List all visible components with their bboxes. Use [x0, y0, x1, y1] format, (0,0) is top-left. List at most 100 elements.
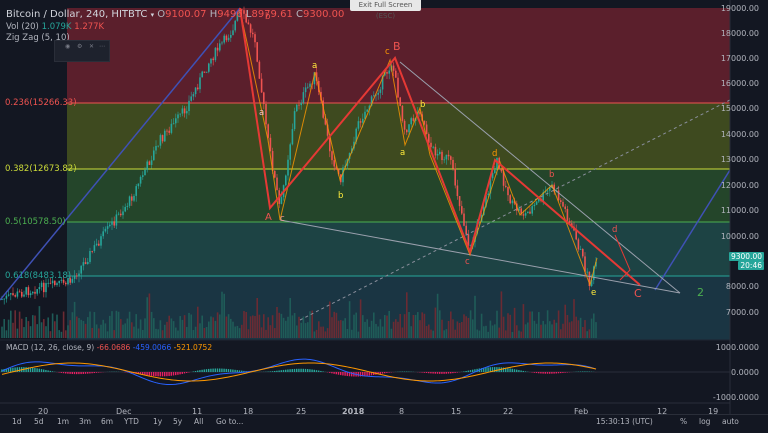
symbol-header[interactable]: Bitcoin / Dollar, 240, HITBTC ▾ O9100.07… — [6, 9, 344, 20]
macd-histogram-bar — [454, 372, 455, 373]
volume-bar — [375, 324, 377, 338]
candle-body — [226, 36, 228, 41]
volume-bar — [595, 322, 597, 338]
volume-bar — [333, 312, 335, 338]
candle-body — [252, 33, 254, 34]
volume-bar — [45, 326, 47, 338]
chevron-down-icon[interactable]: ▾ — [151, 11, 155, 19]
macd-histogram-bar — [274, 371, 275, 372]
macd-histogram-bar — [52, 371, 53, 372]
timeframe-5d[interactable]: 5d — [34, 417, 44, 426]
volume-bar — [536, 324, 538, 338]
wave-label-a1: a — [312, 61, 317, 71]
indicator-settings-toolbar[interactable]: ◉ ⚙ ✕ ⋯ — [54, 40, 110, 62]
volume-bar — [230, 319, 232, 338]
volume-bar — [122, 325, 124, 338]
volume-bar — [575, 317, 577, 338]
timeframe-3m[interactable]: 3m — [79, 417, 91, 426]
candle-body — [204, 72, 206, 73]
percent-scale-toggle[interactable]: % — [680, 417, 687, 426]
volume-bar — [386, 316, 388, 338]
volume-bar — [457, 321, 459, 338]
volume-indicator-legend[interactable]: Vol (20) 1.079K 1.277K — [6, 22, 104, 32]
volume-bar — [47, 317, 49, 338]
candle-body — [177, 114, 179, 118]
macd-histogram-bar — [179, 372, 180, 374]
candle-body — [155, 146, 157, 151]
volume-bar — [459, 323, 461, 338]
volume-bar — [91, 328, 93, 338]
candle-body — [360, 121, 362, 122]
volume-bar — [254, 316, 256, 338]
volume-bar — [208, 322, 210, 338]
volume-bar — [25, 317, 27, 338]
timeframe-5y[interactable]: 5y — [173, 417, 182, 426]
candle-body — [120, 214, 122, 215]
volume-bar — [362, 315, 364, 338]
macd-tick: 1000.0000 — [716, 343, 759, 352]
close-icon[interactable]: ✕ — [89, 43, 94, 50]
candle-body — [105, 229, 107, 231]
volume-bar — [408, 312, 410, 338]
volume-bar — [65, 330, 67, 338]
volume-bar — [155, 329, 157, 338]
macd-histogram-bar — [63, 372, 64, 373]
timeframe-1y[interactable]: 1y — [153, 417, 162, 426]
timeframe-all[interactable]: All — [194, 417, 203, 426]
candle-body — [386, 72, 388, 74]
candle-body — [3, 299, 5, 300]
timeframe-1m[interactable]: 1m — [57, 417, 69, 426]
timeframe-1d[interactable]: 1d — [12, 417, 22, 426]
macd-legend[interactable]: MACD (12, 26, close, 9) -66.0686 -459.00… — [6, 343, 212, 352]
price-axis[interactable]: 19000.00 18000.00 17000.00 16000.00 1500… — [730, 0, 768, 432]
candle-body — [450, 156, 452, 160]
symbol-title[interactable]: Bitcoin / Dollar, 240, HITBTC — [6, 9, 147, 20]
volume-bar — [589, 329, 591, 338]
volume-bar — [149, 293, 151, 338]
macd-histogram-bar — [281, 370, 282, 372]
candle-body — [188, 101, 190, 111]
macd-histogram-bar — [162, 372, 163, 376]
volume-bar — [127, 319, 129, 338]
macd-histogram-bar — [366, 372, 367, 376]
auto-scale-toggle[interactable]: auto — [722, 417, 739, 426]
macd-histogram-bar — [338, 372, 339, 375]
macd-histogram-bar — [58, 372, 59, 373]
macd-histogram-bar — [32, 368, 33, 372]
candle-body — [435, 147, 437, 156]
log-scale-toggle[interactable]: log — [699, 417, 710, 426]
timeframe-ytd[interactable]: YTD — [124, 417, 139, 426]
macd-histogram-bar — [47, 370, 48, 372]
volume-bar — [135, 314, 137, 338]
volume-bar — [204, 328, 206, 338]
volume-bar — [212, 317, 214, 338]
macd-hist-value: -66.0686 — [97, 343, 131, 352]
macd-histogram-bar — [441, 372, 442, 374]
volume-bar — [72, 312, 74, 338]
exit-fullscreen-button[interactable]: Exit Full Screen (ESC) — [350, 0, 421, 11]
macd-histogram-bar — [155, 372, 156, 376]
candle-body — [80, 266, 82, 274]
macd-histogram-bar — [184, 372, 185, 373]
candle-body — [256, 42, 258, 62]
macd-histogram-bar — [166, 372, 167, 376]
macd-signal-value: -521.0752 — [174, 343, 213, 352]
go-to-date-button[interactable]: Go to... — [216, 417, 243, 426]
macd-histogram-bar — [270, 371, 271, 372]
settings-icon[interactable]: ⚙ — [77, 43, 82, 50]
candle-body — [142, 175, 144, 177]
candle-body — [52, 281, 54, 284]
macd-histogram-bar — [311, 369, 312, 372]
volume-bar — [562, 324, 564, 338]
macd-histogram-bar — [80, 372, 81, 374]
macd-histogram-bar — [285, 370, 286, 372]
timeframe-6m[interactable]: 6m — [101, 417, 113, 426]
candle-body — [30, 293, 32, 295]
volume-bar — [351, 330, 353, 338]
candle-body — [413, 118, 415, 121]
more-icon[interactable]: ⋯ — [99, 43, 105, 50]
macd-histogram-bar — [514, 369, 515, 372]
candle-body — [131, 196, 133, 200]
eye-icon[interactable]: ◉ — [65, 43, 70, 50]
